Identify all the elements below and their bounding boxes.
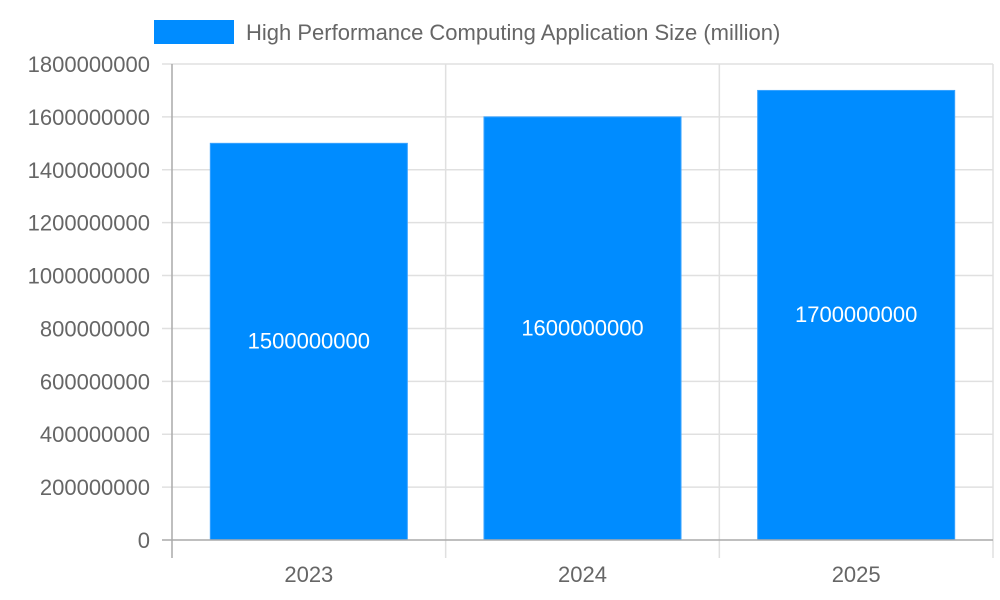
x-tick-label: 2025 [832, 562, 881, 587]
y-tick-label: 600000000 [40, 369, 150, 394]
y-tick-label: 400000000 [40, 422, 150, 447]
legend-label: High Performance Computing Application S… [246, 20, 780, 45]
y-tick-label: 1600000000 [28, 105, 150, 130]
legend[interactable]: High Performance Computing Application S… [154, 20, 780, 45]
bar-2025[interactable] [757, 89, 956, 541]
x-tick-label: 2023 [284, 562, 333, 587]
y-tick-label: 1200000000 [28, 211, 150, 236]
legend-swatch [154, 20, 234, 44]
axes [162, 64, 993, 558]
bar-value-label: 1600000000 [521, 315, 643, 340]
x-tick-label: 2024 [558, 562, 607, 587]
bar-value-label: 1500000000 [248, 329, 370, 354]
y-tick-label: 0 [138, 528, 150, 553]
bar-value-labels: 1500000000 1600000000 1700000000 [248, 302, 918, 353]
bar-2023[interactable] [209, 142, 408, 541]
y-tick-label: 1800000000 [28, 52, 150, 77]
y-tick-label: 200000000 [40, 475, 150, 500]
y-tick-label: 1000000000 [28, 264, 150, 289]
y-tick-label: 800000000 [40, 316, 150, 341]
y-tick-label: 1400000000 [28, 158, 150, 183]
bar-2024[interactable] [483, 116, 682, 541]
bars [209, 89, 956, 541]
bar-value-label: 1700000000 [795, 302, 917, 327]
y-axis-tick-labels: 0 200000000 400000000 600000000 800000000 100… [28, 52, 150, 553]
x-axis-tick-labels: 2023 2024 2025 [284, 562, 880, 587]
